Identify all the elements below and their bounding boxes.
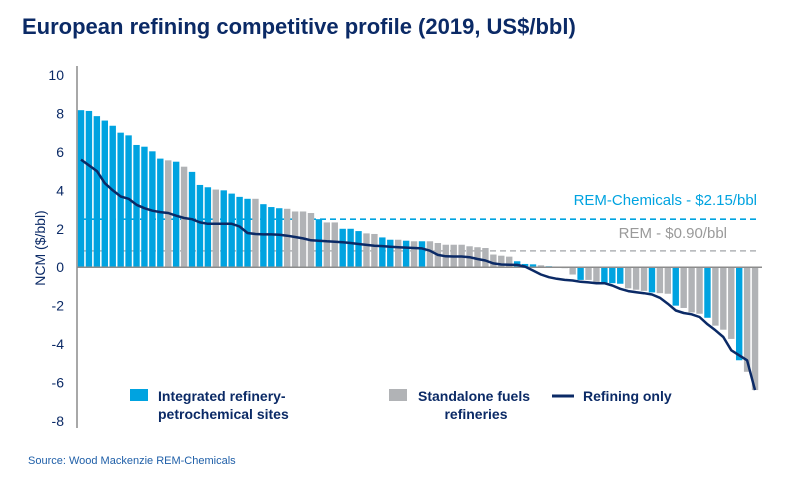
y-ticks: 10 8 6 4 2 0 -2 -4 -6 -8 (48, 67, 64, 429)
bars-group (77, 110, 759, 391)
bar-integrated-3 (101, 120, 108, 268)
bar-integrated-57 (529, 264, 537, 268)
bar-integrated-33 (339, 228, 346, 268)
bar-integrated-24 (268, 207, 275, 268)
bar-integrated-5 (117, 132, 124, 268)
bar-standalone-74 (664, 267, 672, 294)
bar-integrated-6 (125, 135, 132, 268)
bar-integrated-43 (418, 241, 426, 268)
y-tick-label: 0 (56, 259, 64, 275)
bar-standalone-82 (728, 267, 735, 339)
bar-integrated-25 (276, 208, 283, 268)
y-tick-label: 6 (56, 144, 64, 160)
bar-standalone-85 (751, 267, 759, 391)
bar-integrated-41 (402, 240, 410, 268)
y-tick-label: 10 (48, 67, 64, 83)
bar-integrated-39 (387, 239, 394, 268)
bar-standalone-27 (291, 211, 299, 268)
bar-standalone-71 (640, 267, 648, 291)
bar-standalone-44 (426, 241, 434, 268)
legend: Integrated refinery- petrochemical sites… (130, 388, 672, 422)
bar-standalone-70 (632, 267, 640, 290)
bar-integrated-16 (204, 187, 212, 268)
bar-integrated-2 (93, 116, 101, 268)
y-tick-label: 8 (56, 105, 64, 121)
bar-integrated-19 (228, 193, 235, 268)
bar-standalone-17 (212, 189, 220, 268)
bar-standalone-40 (395, 239, 402, 268)
bar-integrated-9 (149, 151, 156, 268)
bar-integrated-18 (220, 190, 227, 268)
legend-swatch-standalone (389, 389, 407, 401)
chart-title: European refining competitive profile (2… (22, 14, 576, 39)
bar-standalone-31 (323, 222, 331, 268)
bar-standalone-78 (696, 267, 703, 314)
bar-standalone-37 (371, 233, 378, 268)
legend-integrated-line1: Integrated refinery- (158, 388, 286, 404)
bar-integrated-67 (609, 267, 616, 284)
bar-standalone-64 (585, 267, 592, 280)
bar-standalone-58 (537, 265, 545, 268)
bar-integrated-68 (617, 267, 624, 284)
refining-only-line (80, 158, 757, 391)
bar-integrated-35 (355, 231, 362, 268)
bar-integrated-79 (704, 267, 711, 318)
bar-standalone-62 (569, 267, 576, 275)
bar-integrated-4 (109, 125, 116, 268)
bar-standalone-81 (720, 267, 727, 330)
y-tick-label: 2 (56, 221, 64, 237)
legend-integrated-line2: petrochemical sites (158, 406, 289, 422)
y-axis-label: NCM ($/bbl) (32, 210, 48, 285)
bar-integrated-66 (601, 267, 608, 284)
y-tick-label: -6 (52, 375, 65, 391)
bar-integrated-30 (315, 219, 323, 268)
bar-standalone-32 (331, 222, 338, 268)
bar-standalone-80 (712, 267, 719, 326)
bar-integrated-75 (672, 267, 679, 306)
legend-standalone-line2: refineries (444, 406, 507, 422)
y-tick-label: 4 (56, 182, 64, 198)
bar-integrated-72 (648, 267, 656, 293)
bar-standalone-84 (743, 267, 751, 372)
bar-standalone-50 (474, 247, 481, 268)
legend-refining-only: Refining only (583, 388, 672, 404)
bar-standalone-73 (656, 267, 664, 294)
bar-standalone-69 (624, 267, 632, 289)
bar-integrated-1 (85, 110, 93, 268)
bar-standalone-54 (506, 256, 513, 268)
source-note: Source: Wood Mackenzie REM-Chemicals (28, 455, 236, 467)
bar-integrated-20 (236, 196, 243, 268)
ref-label-rem-chemicals: REM-Chemicals - $2.15/bbl (574, 192, 757, 209)
y-tick-label: -8 (52, 413, 65, 429)
bar-standalone-42 (410, 241, 418, 268)
bar-integrated-0 (77, 110, 85, 268)
y-tick-label: -2 (52, 298, 65, 314)
bar-integrated-23 (260, 204, 267, 268)
bar-integrated-34 (347, 228, 354, 268)
bar-standalone-51 (482, 248, 489, 268)
bar-integrated-83 (735, 267, 743, 361)
y-tick-label: -4 (52, 336, 65, 352)
bar-standalone-52 (490, 254, 497, 268)
bar-standalone-36 (363, 233, 370, 268)
bar-standalone-77 (688, 267, 695, 313)
bar-standalone-65 (593, 267, 600, 283)
bar-standalone-26 (283, 208, 291, 268)
ref-label-rem: REM - $0.90/bbl (619, 225, 727, 242)
legend-standalone-line1: Standalone fuels (418, 388, 530, 404)
bar-integrated-63 (577, 267, 584, 280)
legend-swatch-integrated (130, 389, 148, 401)
bar-integrated-38 (379, 237, 386, 268)
bar-standalone-53 (498, 255, 505, 268)
bar-standalone-76 (680, 267, 687, 308)
bar-integrated-15 (196, 184, 204, 268)
